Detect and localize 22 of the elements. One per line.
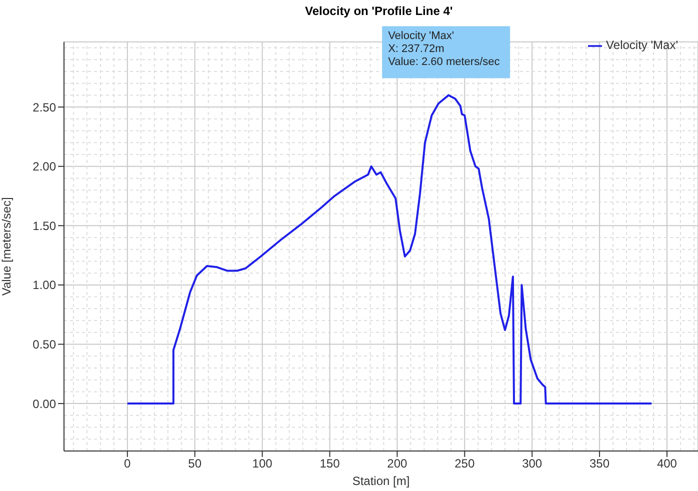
y-axis-title: Value [meters/sec]	[0, 197, 14, 296]
annotation: Velocity 'Max' X: 237.72m Value: 2.60 meters/sec	[388, 30, 500, 68]
x-tick-label: 150	[320, 456, 340, 471]
legend-label: Velocity 'Max'	[606, 38, 678, 52]
x-tick-label: 250	[454, 456, 475, 471]
x-tick-label: 350	[590, 456, 610, 471]
y-tick-label: 0.00	[32, 396, 56, 411]
line-series	[126, 94, 653, 405]
x-tick-label: 100	[252, 456, 273, 471]
y-tick-label: 0.50	[32, 338, 56, 352]
y-tick-label: 1.00	[32, 278, 56, 292]
x-tick-label: 200	[387, 456, 408, 471]
y-tick-label: 2.50	[32, 100, 56, 114]
x-tick-label: 300	[522, 456, 542, 471]
tooltip-box: Velocity 'Max' X: 237.72m Value: 2.60 meters/sec	[382, 26, 510, 78]
x-tick-label: 400	[656, 456, 678, 471]
y-tick-label: 2.00	[32, 160, 56, 174]
x-tick-label: 50	[188, 456, 202, 471]
x-tick-label: 0	[124, 456, 132, 471]
chart-title: Velocity on 'Profile Line 4'	[304, 4, 454, 18]
y-tick-label: 1.50	[32, 218, 56, 233]
x-axis-title: Station [m]	[352, 474, 410, 488]
